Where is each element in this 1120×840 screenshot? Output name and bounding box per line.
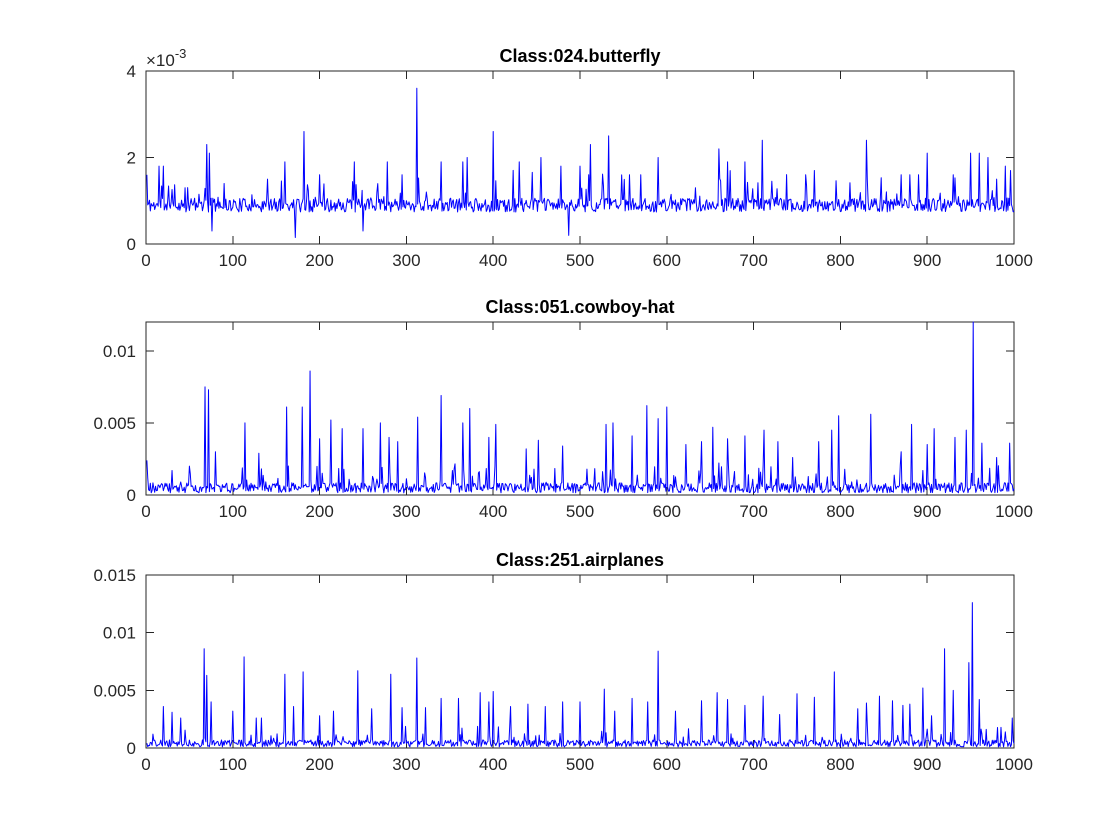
x-tick-label: 100 (219, 502, 247, 521)
x-tick-label: 1000 (995, 251, 1033, 270)
subplot-title: Class:251.airplanes (496, 550, 664, 570)
x-tick-label: 200 (305, 502, 333, 521)
tick-group: 0 100 200 300 400 500 600 700 800 900 1000 0 0.005 0.… (93, 322, 1033, 521)
tick-group: 0 100 200 300 400 500 600 700 800 900 1000 0 0.005 0.… (93, 566, 1032, 774)
y-exponent-power: -3 (175, 46, 187, 61)
x-tick-label: 900 (913, 502, 941, 521)
y-tick-label: 0 (127, 486, 136, 505)
tick-group: 0 100 200 300 400 500 600 700 800 900 1000 0 2 4 (127, 62, 1033, 270)
x-tick-label: 700 (739, 755, 767, 774)
x-tick-label: 0 (141, 502, 150, 521)
x-tick-label: 1000 (995, 502, 1033, 521)
x-tick-label: 300 (392, 502, 420, 521)
x-tick-label: 400 (479, 755, 507, 774)
x-tick-label: 500 (566, 502, 594, 521)
y-tick-label: 0.005 (93, 414, 136, 433)
x-tick-label: 0 (141, 755, 150, 774)
x-tick-label: 600 (653, 251, 681, 270)
x-tick-label: 500 (566, 251, 594, 270)
x-tick-label: 800 (826, 502, 854, 521)
x-tick-label: 900 (913, 755, 941, 774)
x-tick-label: 100 (219, 251, 247, 270)
y-exponent-label: ×10-3 (146, 46, 186, 70)
y-tick-label: 0 (127, 235, 136, 254)
x-tick-label: 500 (566, 755, 594, 774)
y-tick-label: 0.01 (103, 624, 136, 643)
subplot-title: Class:024.butterfly (499, 46, 660, 66)
x-tick-label: 600 (653, 755, 681, 774)
series-line (146, 602, 1015, 748)
x-tick-label: 800 (826, 251, 854, 270)
x-tick-label: 300 (392, 755, 420, 774)
x-tick-label: 800 (826, 755, 854, 774)
x-tick-label: 400 (479, 502, 507, 521)
y-tick-label: 0.01 (103, 342, 136, 361)
x-tick-label: 0 (141, 251, 150, 270)
x-tick-label: 700 (739, 502, 767, 521)
subplot-title: Class:051.cowboy-hat (485, 297, 674, 317)
series-line (146, 321, 1015, 494)
x-tick-label: 600 (653, 502, 681, 521)
y-tick-label: 2 (127, 149, 136, 168)
x-tick-label: 300 (392, 251, 420, 270)
y-tick-label: 0.005 (93, 681, 136, 700)
y-tick-label: 4 (127, 62, 136, 81)
series-line (146, 87, 1015, 239)
x-tick-label: 200 (305, 755, 333, 774)
x-tick-label: 200 (305, 251, 333, 270)
subplot-airplanes: 0 100 200 300 400 500 600 700 800 900 1000 0 0.005 0.… (93, 550, 1032, 774)
y-exponent-base: ×10 (146, 51, 175, 70)
x-tick-label: 700 (739, 251, 767, 270)
x-tick-label: 400 (479, 251, 507, 270)
subplot-butterfly: 0 100 200 300 400 500 600 700 800 900 1000 0 2 4 Clas… (127, 46, 1033, 270)
y-tick-label: 0 (127, 739, 136, 758)
x-tick-label: 100 (219, 755, 247, 774)
subplot-cowboy-hat: 0 100 200 300 400 500 600 700 800 900 1000 0 0.005 0.… (93, 297, 1032, 521)
y-tick-label: 0.015 (93, 566, 136, 585)
x-tick-label: 1000 (995, 755, 1033, 774)
x-tick-label: 900 (913, 251, 941, 270)
